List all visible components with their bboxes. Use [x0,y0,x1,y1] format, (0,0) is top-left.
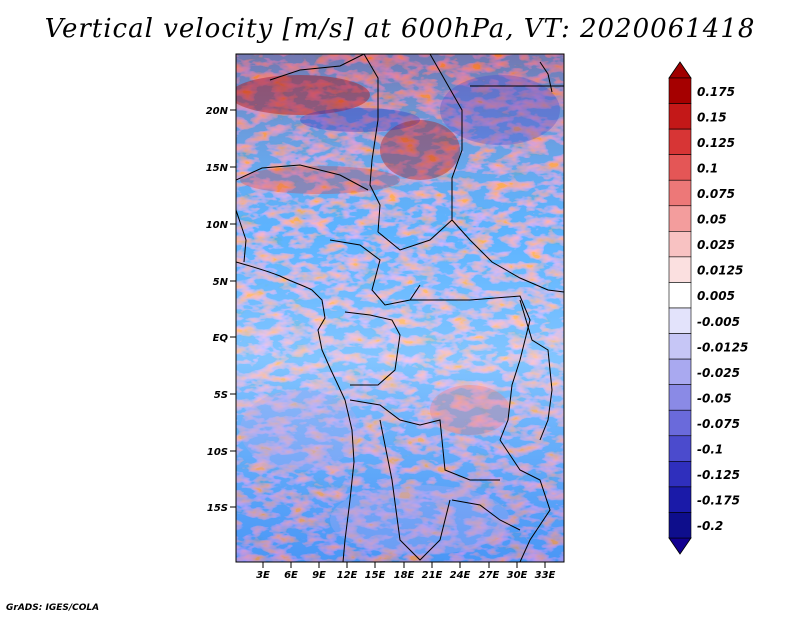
colorbar-swatch [668,179,692,207]
svg-text:21E: 21E [422,570,443,581]
colorbar-level-label: 0.05 [697,213,727,227]
colorbar-level-label: 0.075 [697,187,735,201]
svg-text:24E: 24E [450,570,471,581]
lat-tick: 10N [206,220,236,231]
svg-text:33E: 33E [535,570,556,581]
colorbar-swatch [668,358,692,385]
colorbar-swatch [668,256,692,283]
colorbar-level-label: 0.025 [697,238,735,252]
svg-text:20N: 20N [206,106,229,117]
svg-text:10N: 10N [206,220,229,231]
colorbar-swatch [668,409,692,437]
lat-tick: 10S [207,447,236,458]
svg-text:10S: 10S [207,447,228,458]
lat-tick: 15N [206,163,236,174]
lat-tick: 20N [206,106,236,117]
lon-tick: 3E [256,562,270,581]
svg-text:3E: 3E [256,570,270,581]
colorbar-swatch [668,307,692,334]
vertical-velocity-field [236,54,564,562]
lat-tick: EQ [213,333,236,344]
svg-text:27E: 27E [479,570,500,581]
colorbar-top-triangle [668,61,692,79]
colorbar-swatch [668,231,692,258]
colorbar-level-label: 0.005 [697,289,735,303]
colorbar-level-label: -0.005 [697,315,740,329]
svg-text:EQ: EQ [213,333,229,344]
grads-credit: GrADS: IGES/COLA [6,603,100,613]
svg-text:6E: 6E [284,570,298,581]
longitude-axis: 3E 6E 9E 12E 15E 18E 21E 24E 27E 30E 33E [256,562,556,581]
colorbar-swatch [668,512,692,539]
colorbar-swatch [668,282,692,309]
colorbar-level-label: -0.125 [697,468,740,482]
colorbar-level-label: 0.125 [697,136,735,150]
colorbar-swatch [668,333,692,360]
lat-tick: 5N [213,277,236,288]
chart-title: Vertical velocity [m/s] at 600hPa, VT: 2… [44,14,756,44]
svg-text:5S: 5S [214,390,228,401]
colorbar-level-label: -0.075 [697,417,740,431]
colorbar-swatch [668,461,692,488]
colorbar-swatch [668,205,692,232]
colorbar-level-label: -0.175 [697,494,740,508]
lat-tick: 5S [214,390,236,401]
lon-tick: 21E [422,562,443,581]
colorbar-swatch [668,77,692,104]
latitude-axis: 20N 15N 10N 5N EQ 5S 10S 15S [206,106,236,514]
svg-text:5N: 5N [213,277,229,288]
colorbar-level-label: -0.025 [697,366,740,380]
colorbar-bottom-triangle [668,537,692,555]
colorbar-swatch [668,384,692,411]
colorbar-swatch [668,103,692,130]
colorbar-swatch [668,486,692,513]
lon-tick: 33E [535,562,556,581]
country-borders [236,54,564,562]
lon-tick: 6E [284,562,298,581]
colorbar-level-label: -0.05 [697,391,732,405]
lon-tick: 9E [312,562,326,581]
lat-tick: 15S [207,503,236,514]
colorbar-swatch [668,435,692,462]
svg-text:30E: 30E [507,570,528,581]
colorbar-swatch [668,154,692,181]
colorbar-level-label: -0.2 [697,519,723,533]
map-frame [235,53,565,563]
svg-text:18E: 18E [394,570,415,581]
colorbar: 0.175 0.15 0.125 0.1 0.075 0.05 0.025 0.0125 0.0… [668,61,748,555]
colorbar-level-label: 0.1 [697,161,718,175]
colorbar-level-label: 0.0125 [697,264,743,278]
colorbar-level-label: -0.0125 [697,340,748,354]
lon-tick: 30E [507,562,528,581]
colorbar-level-label: 0.175 [697,85,735,99]
lon-tick: 24E [450,562,471,581]
lon-tick: 12E [337,562,358,581]
colorbar-level-label: -0.1 [697,443,723,457]
svg-text:9E: 9E [312,570,326,581]
svg-text:15N: 15N [206,163,229,174]
lon-tick: 27E [479,562,500,581]
svg-text:15S: 15S [207,503,228,514]
lon-tick: 18E [394,562,415,581]
colorbar-level-label: 0.15 [697,110,727,124]
svg-text:12E: 12E [337,570,358,581]
svg-text:15E: 15E [365,570,386,581]
colorbar-swatch [668,128,692,155]
lon-tick: 15E [365,562,386,581]
